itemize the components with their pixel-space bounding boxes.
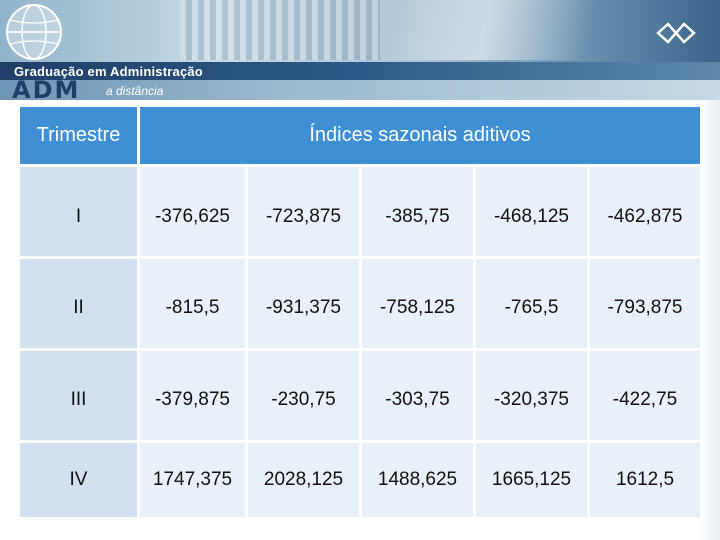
header-indices: Índices sazonais aditivos	[140, 107, 700, 164]
table-cell: 1665,125	[476, 443, 587, 517]
table-cell: -385,75	[362, 167, 473, 256]
seasonal-index-table: Trimestre Índices sazonais aditivos I -3…	[20, 107, 700, 517]
table-cell: -931,375	[248, 259, 359, 348]
table-cell: -758,125	[362, 259, 473, 348]
right-side-bar	[700, 100, 720, 540]
table-cell: -468,125	[476, 167, 587, 256]
banner-light-streak	[380, 0, 640, 60]
table-cell: 1488,625	[362, 443, 473, 517]
adm-strip	[0, 80, 720, 100]
row-label: II	[20, 259, 137, 348]
table-cell: -793,875	[590, 259, 700, 348]
globe-icon	[6, 4, 62, 60]
table-cell: -379,875	[140, 351, 245, 440]
table-cell: -765,5	[476, 259, 587, 348]
table-cell: -462,875	[590, 167, 700, 256]
header-trimestre: Trimestre	[20, 107, 137, 164]
table-cell: -230,75	[248, 351, 359, 440]
header-strip	[0, 62, 720, 80]
table-cell: -320,375	[476, 351, 587, 440]
table-cell: -303,75	[362, 351, 473, 440]
row-label: III	[20, 351, 137, 440]
table-cell: -723,875	[248, 167, 359, 256]
table-cell: 1612,5	[590, 443, 700, 517]
table-cell: -376,625	[140, 167, 245, 256]
table-cell: 2028,125	[248, 443, 359, 517]
table-cell: -422,75	[590, 351, 700, 440]
university-logo-icon	[656, 22, 696, 44]
table-cell: 1747,375	[140, 443, 245, 517]
adm-logo: ADM	[12, 76, 81, 104]
course-title: Graduação em Administração	[14, 64, 203, 79]
row-label: IV	[20, 443, 137, 517]
table-cell: -815,5	[140, 259, 245, 348]
banner-building-image	[180, 0, 380, 60]
row-label: I	[20, 167, 137, 256]
adm-subtitle: a distância	[106, 84, 164, 98]
